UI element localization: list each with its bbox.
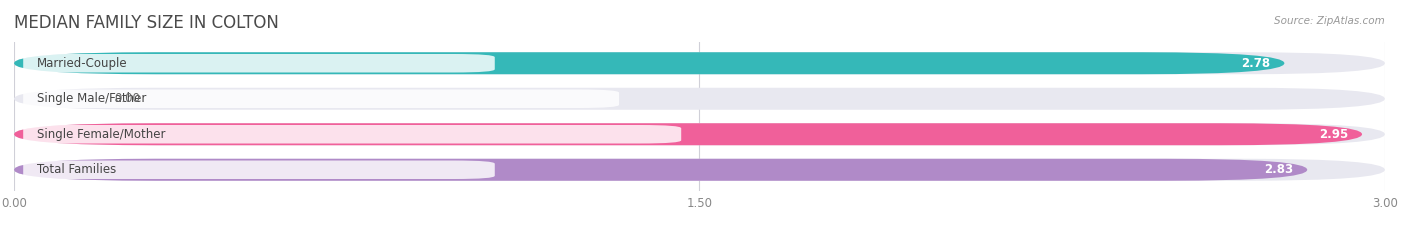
FancyBboxPatch shape: [14, 52, 1285, 74]
FancyBboxPatch shape: [14, 88, 1385, 110]
Text: Married-Couple: Married-Couple: [37, 57, 128, 70]
FancyBboxPatch shape: [14, 159, 1385, 181]
Text: 2.83: 2.83: [1264, 163, 1294, 176]
Text: MEDIAN FAMILY SIZE IN COLTON: MEDIAN FAMILY SIZE IN COLTON: [14, 14, 278, 32]
Text: Single Male/Father: Single Male/Father: [37, 92, 146, 105]
FancyBboxPatch shape: [22, 89, 619, 108]
FancyBboxPatch shape: [22, 161, 495, 179]
FancyBboxPatch shape: [22, 54, 495, 72]
FancyBboxPatch shape: [14, 52, 1385, 74]
Text: 0.00: 0.00: [115, 92, 141, 105]
FancyBboxPatch shape: [14, 123, 1362, 145]
Text: Source: ZipAtlas.com: Source: ZipAtlas.com: [1274, 16, 1385, 26]
FancyBboxPatch shape: [22, 125, 682, 144]
Text: Single Female/Mother: Single Female/Mother: [37, 128, 166, 141]
Text: 2.95: 2.95: [1319, 128, 1348, 141]
FancyBboxPatch shape: [14, 159, 1308, 181]
Text: 2.78: 2.78: [1241, 57, 1271, 70]
FancyBboxPatch shape: [14, 123, 1385, 145]
Text: Total Families: Total Families: [37, 163, 117, 176]
